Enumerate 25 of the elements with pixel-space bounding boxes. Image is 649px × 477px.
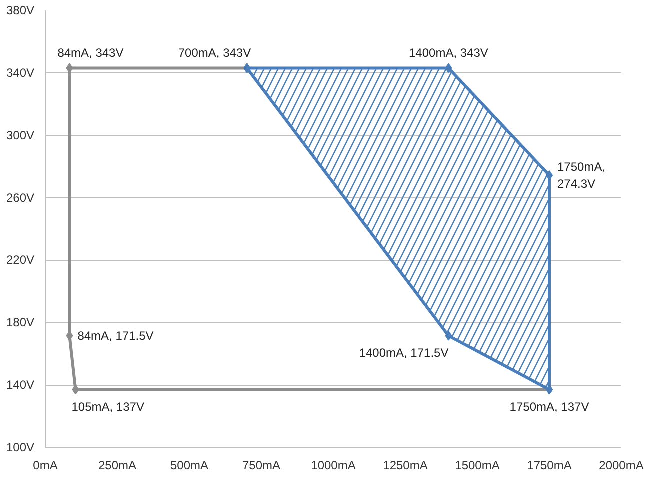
y-tick-label: 300V (6, 128, 35, 142)
y-tick-label: 260V (6, 190, 35, 205)
y-tick-label: 180V (6, 316, 35, 330)
annotation: 1400mA, 171.5V (359, 346, 449, 360)
annotation: 105mA, 137V (72, 400, 144, 414)
x-tick-label: 1750mA (527, 458, 572, 472)
annotation: 700mA, 343V (178, 46, 252, 60)
y-tick-label: 380V (6, 4, 35, 18)
x-tick-label: 750mA (242, 458, 281, 472)
x-tick-label: 500mA (170, 458, 209, 472)
x-tick-label: 250mA (98, 458, 137, 472)
x-tick-label: 1250mA (383, 458, 428, 472)
annotation: 84mA, 343V (58, 46, 124, 60)
annotation: 1400mA, 343V (409, 46, 488, 60)
y-tick-label: 220V (6, 253, 35, 268)
y-tick-label: 140V (6, 378, 35, 392)
x-tick-label: 2000mA (599, 458, 644, 472)
x-tick-label: 1000mA (311, 458, 356, 472)
y-tick-label: 340V (6, 66, 35, 80)
x-tick-label: 1500mA (455, 458, 500, 472)
annotation: 84mA, 171.5V (78, 328, 154, 343)
annotation: 1750mA, 274.3V (558, 160, 606, 191)
y-tick-label: 100V (6, 440, 35, 454)
x-tick-label: 0mA (33, 458, 58, 472)
annotation: 1750mA, 137V (510, 400, 590, 414)
